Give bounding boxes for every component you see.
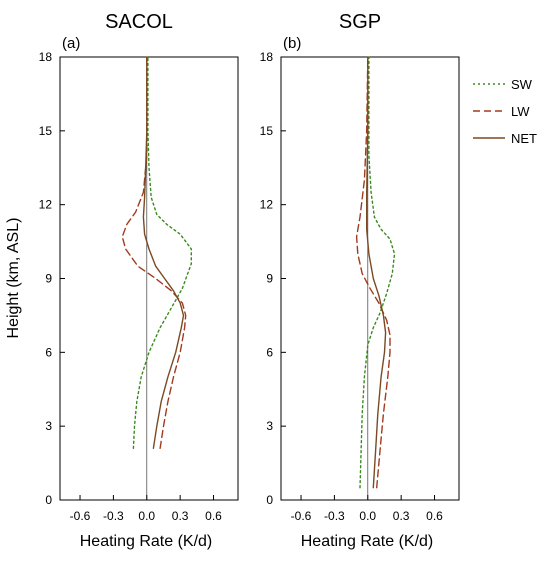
- series-line-net: [142, 56, 185, 449]
- x-tick-label: 0.3: [172, 509, 189, 523]
- y-tick-label: 15: [260, 124, 274, 138]
- legend: SW LW NET: [473, 77, 537, 146]
- x-tick-label: -0.3: [324, 509, 345, 523]
- y-tick-label: 6: [266, 345, 273, 359]
- x-tick-label: -0.6: [291, 509, 312, 523]
- plot-background: [61, 58, 147, 499]
- series-line-lw: [121, 56, 187, 449]
- y-tick-label: 18: [260, 50, 274, 64]
- x-tick-label: 0.3: [393, 509, 410, 523]
- y-tick-label: 12: [39, 198, 53, 212]
- x-tick-label: 0.0: [138, 509, 155, 523]
- legend-label-net: NET: [511, 131, 537, 146]
- x-axis-label: Heating Rate (K/d): [301, 533, 434, 550]
- panel-sacol: -0.6 -0.3 0.0 0.3 0.6 0 3 6 9 12 15 18 SACOL (a) Heati…: [39, 11, 239, 550]
- legend-label-sw: SW: [511, 77, 533, 92]
- y-tick-label: 9: [266, 272, 273, 286]
- y-tick-label: 12: [260, 198, 274, 212]
- y-tick-label: 15: [39, 124, 53, 138]
- y-tick-label: 0: [45, 493, 52, 507]
- y-tick-label: 9: [45, 272, 52, 286]
- panel-letter: (a): [62, 35, 80, 52]
- x-tick-label: 0.6: [426, 509, 443, 523]
- y-tick-label: 0: [266, 493, 273, 507]
- panel-title: SACOL: [105, 11, 173, 33]
- series-line-sw: [132, 56, 193, 449]
- panel-title: SGP: [339, 11, 381, 33]
- x-tick-label: -0.6: [70, 509, 91, 523]
- series-line-net: [366, 56, 387, 489]
- legend-label-lw: LW: [511, 104, 530, 119]
- y-tick-label: 18: [39, 50, 53, 64]
- panel-sgp: -0.6 -0.3 0.0 0.3 0.6 0 3 6 9 12 15 18 SGP (b) Heating…: [260, 11, 460, 550]
- y-tick-label: 6: [45, 345, 52, 359]
- x-axis-label: Heating Rate (K/d): [80, 533, 213, 550]
- plot-background: [282, 58, 368, 499]
- x-tick-label: 0.0: [359, 509, 376, 523]
- x-tick-label: 0.6: [205, 509, 222, 523]
- y-axis-label: Height (km, ASL): [5, 218, 22, 339]
- panel-letter: (b): [283, 35, 301, 52]
- y-tick-label: 3: [266, 419, 273, 433]
- x-tick-label: -0.3: [103, 509, 124, 523]
- y-tick-label: 3: [45, 419, 52, 433]
- series-line-lw: [355, 56, 391, 489]
- series-line-sw: [359, 56, 396, 489]
